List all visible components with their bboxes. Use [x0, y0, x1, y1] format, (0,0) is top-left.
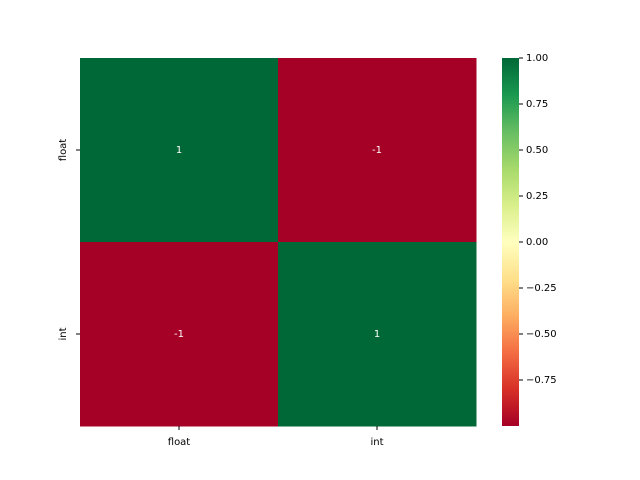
x-tick-label: float: [168, 437, 191, 448]
colorbar-tick-label: −0.50: [526, 329, 557, 340]
colorbar: [502, 58, 519, 426]
cell-label: 1: [176, 145, 182, 156]
cell-label: -1: [174, 329, 184, 340]
cell-label: -1: [372, 145, 382, 156]
colorbar-tick-label: 0.25: [526, 191, 548, 202]
y-tick-label: int: [58, 327, 69, 340]
heatmap-cell: [278, 242, 477, 427]
colorbar-tick-label: 0.50: [526, 145, 548, 156]
colorbar-tick-label: 1.00: [526, 53, 548, 64]
colorbar-tick-label: −0.25: [526, 283, 557, 294]
colorbar-tick-label: 0.75: [526, 99, 548, 110]
heatmap-cell: [80, 58, 279, 243]
y-tick-label: float: [58, 139, 69, 162]
colorbar-tick-label: 0.00: [526, 237, 548, 248]
cell-label: 1: [374, 329, 380, 340]
heatmap-cell: [278, 58, 477, 243]
x-tick-label: int: [370, 437, 383, 448]
colorbar-tick-label: −0.75: [526, 375, 557, 386]
heatmap-cell: [80, 242, 279, 427]
